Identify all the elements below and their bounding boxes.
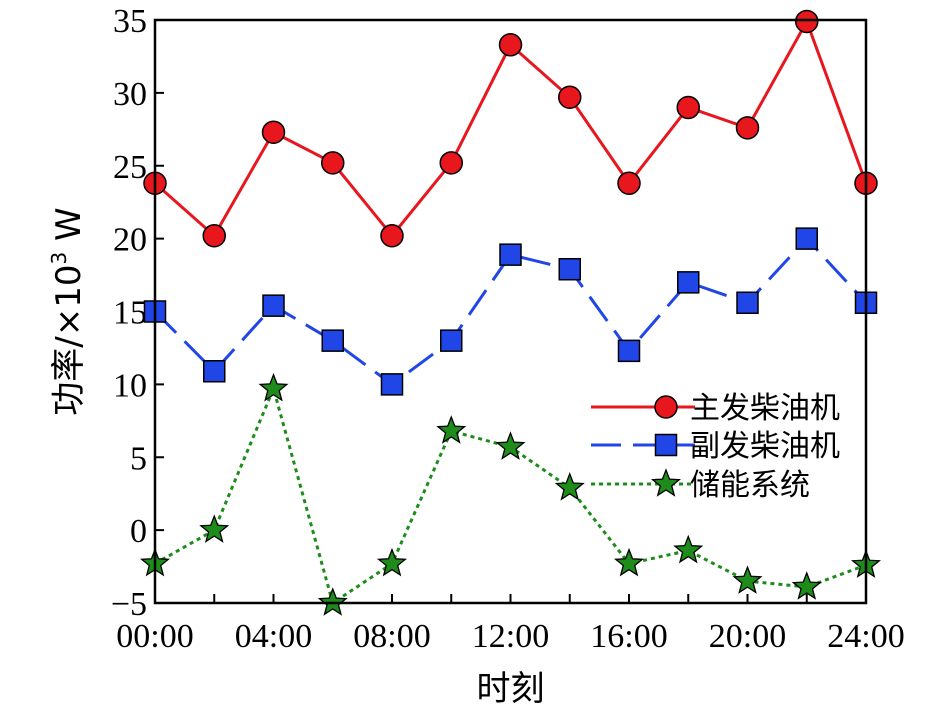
data-point-marker (735, 116, 760, 140)
y-tick-label: 15 (113, 295, 147, 332)
legend-label: 储能系统 (690, 468, 810, 503)
series-1 (143, 9, 878, 248)
data-point-marker (617, 339, 641, 363)
y-tick-label: 10 (113, 367, 147, 404)
data-point-marker (558, 85, 582, 109)
y-tick-label: 30 (113, 76, 147, 113)
x-tick-label: 12:00 (472, 618, 549, 655)
data-point-marker (199, 514, 230, 543)
y-axis-title-superscript: 3 (47, 252, 71, 265)
data-point-marker (673, 534, 704, 564)
y-axis-title-unit: W (49, 207, 89, 251)
data-point-marker (258, 372, 289, 402)
legend-marker (654, 395, 678, 419)
data-point-marker (499, 243, 522, 266)
x-tick-label: 04:00 (235, 618, 312, 655)
x-tick-label: 24:00 (827, 618, 904, 655)
y-tick-label: 0 (130, 513, 147, 550)
x-tick-label: 08:00 (353, 618, 430, 655)
data-point-marker (613, 547, 645, 577)
data-point-marker (554, 472, 585, 501)
x-axis-title: 时刻 (477, 669, 545, 706)
x-tick-label: 20:00 (709, 618, 786, 655)
series-2 (143, 227, 878, 396)
data-point-marker (495, 431, 526, 460)
y-axis-ticks: −5 0 5 10 15 20 25 30 35 (111, 3, 164, 623)
y-tick-label: 5 (130, 440, 147, 477)
y-tick-label: 20 (113, 222, 147, 259)
data-point-marker (795, 227, 818, 250)
legend-marker (654, 433, 678, 457)
series-layer (139, 9, 882, 616)
x-tick-label: 16:00 (590, 618, 667, 655)
data-point-marker (203, 360, 226, 383)
data-point-marker (261, 120, 286, 144)
x-axis-ticks: 00:00 04:00 08:00 12:00 16:00 20:00 24:00 (116, 594, 905, 655)
x-tick-label: 00:00 (116, 618, 193, 655)
legend-item: 储能系统 (591, 468, 810, 503)
data-point-marker (676, 95, 700, 120)
data-point-marker (376, 547, 408, 577)
y-axis-title-main: 功率/×10 (49, 264, 89, 415)
data-point-marker (321, 151, 345, 175)
data-point-marker (262, 294, 285, 317)
legend-label: 副发柴油机 (690, 429, 840, 464)
data-point-marker (321, 329, 344, 352)
data-point-marker (791, 571, 822, 600)
legend-marker (650, 468, 682, 497)
y-axis-title: 功率/×103 W (47, 207, 89, 415)
data-point-marker (795, 9, 819, 34)
y-tick-label: 25 (113, 149, 147, 186)
data-point-marker (439, 151, 463, 175)
data-point-marker (617, 171, 641, 195)
data-point-marker (380, 223, 404, 248)
y-tick-label: 35 (113, 3, 147, 40)
data-point-marker (736, 291, 759, 315)
data-point-marker (732, 565, 763, 594)
data-point-marker (202, 223, 226, 248)
data-point-marker (317, 587, 348, 616)
legend-item: 主发柴油机 (591, 391, 840, 426)
y-tick-label: −5 (111, 586, 147, 623)
data-point-marker (380, 373, 404, 396)
data-point-marker (440, 329, 463, 352)
legend-label: 主发柴油机 (690, 391, 840, 426)
data-point-marker (498, 33, 523, 57)
plot-frame (153, 18, 868, 605)
legend-item: 副发柴油机 (591, 429, 840, 464)
data-point-marker (677, 271, 700, 294)
data-point-marker (558, 257, 581, 281)
data-point-marker (436, 415, 467, 444)
